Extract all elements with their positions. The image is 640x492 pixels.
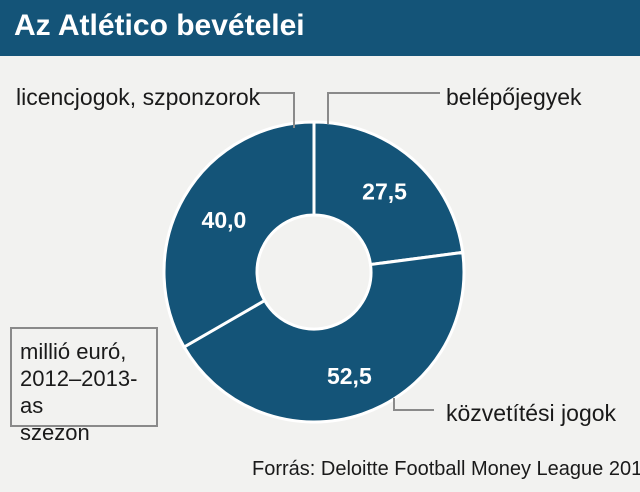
chart-title: Az Atlético bevételei xyxy=(14,9,305,42)
label-licencjogok: licencjogok, szponzorok xyxy=(16,84,261,110)
unit-note-line: 2012–2013-as xyxy=(20,366,138,418)
unit-note-line: szezon xyxy=(20,420,90,445)
unit-note-line: millió euró, xyxy=(20,339,127,364)
value-label-kozvetitesi-jogok: 52,5 xyxy=(327,363,372,389)
value-label-licencjogok: 40,0 xyxy=(202,207,247,233)
leader-licencjogok xyxy=(256,92,295,128)
slice-licencjogok xyxy=(162,120,316,350)
label-belepojegyek: belépőjegyek xyxy=(446,84,582,110)
leader-kozvetitesi-jogok xyxy=(393,398,434,411)
title-bar: Az Atlético bevételei xyxy=(0,0,640,56)
slice-belepojegyek xyxy=(312,120,465,267)
leader-belepojegyek xyxy=(327,92,440,124)
value-label-belepojegyek: 27,5 xyxy=(362,179,407,205)
slice-kozvetitesi-jogok xyxy=(182,250,466,424)
source-note: Forrás: Deloitte Football Money League 2… xyxy=(252,458,640,480)
unit-note-box: millió euró, 2012–2013-as szezon xyxy=(10,327,158,445)
label-kozvetitesi-jogok: közvetítési jogok xyxy=(446,400,617,426)
